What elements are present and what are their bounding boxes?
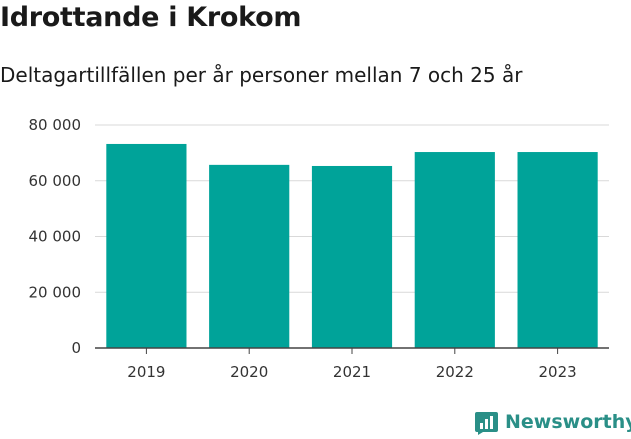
bars (106, 143, 598, 348)
y-tick-label: 20 000 (29, 283, 82, 301)
bar-chart-logo-icon (475, 411, 498, 435)
y-tick-label: 40 000 (29, 228, 82, 246)
bar-2022[interactable] (414, 152, 495, 348)
bar-2020[interactable] (209, 164, 290, 348)
x-tick-label: 2023 (539, 363, 577, 381)
x-axis-ticks: 2019 2020 2021 2022 2023 (127, 348, 577, 381)
y-axis-ticks: 0 20 000 40 000 60 000 80 000 (29, 116, 82, 357)
y-tick-label: 0 (71, 339, 81, 357)
x-tick-label: 2021 (333, 363, 371, 381)
bar-2019[interactable] (106, 143, 187, 348)
brand-name: Newsworthy (505, 411, 631, 433)
bar-2023[interactable] (517, 152, 598, 348)
bar-2021[interactable] (311, 165, 393, 348)
newsworthy-brand[interactable]: Newsworthy (474, 408, 631, 436)
y-tick-label: 60 000 (29, 172, 82, 190)
chart-subtitle: Deltagartillfällen per år personer mella… (0, 63, 523, 87)
x-tick-label: 2020 (230, 363, 268, 381)
chart-title: Idrottande i Krokom (0, 2, 302, 33)
x-tick-label: 2019 (127, 363, 165, 381)
x-tick-label: 2022 (436, 363, 474, 381)
y-tick-label: 80 000 (29, 116, 82, 134)
